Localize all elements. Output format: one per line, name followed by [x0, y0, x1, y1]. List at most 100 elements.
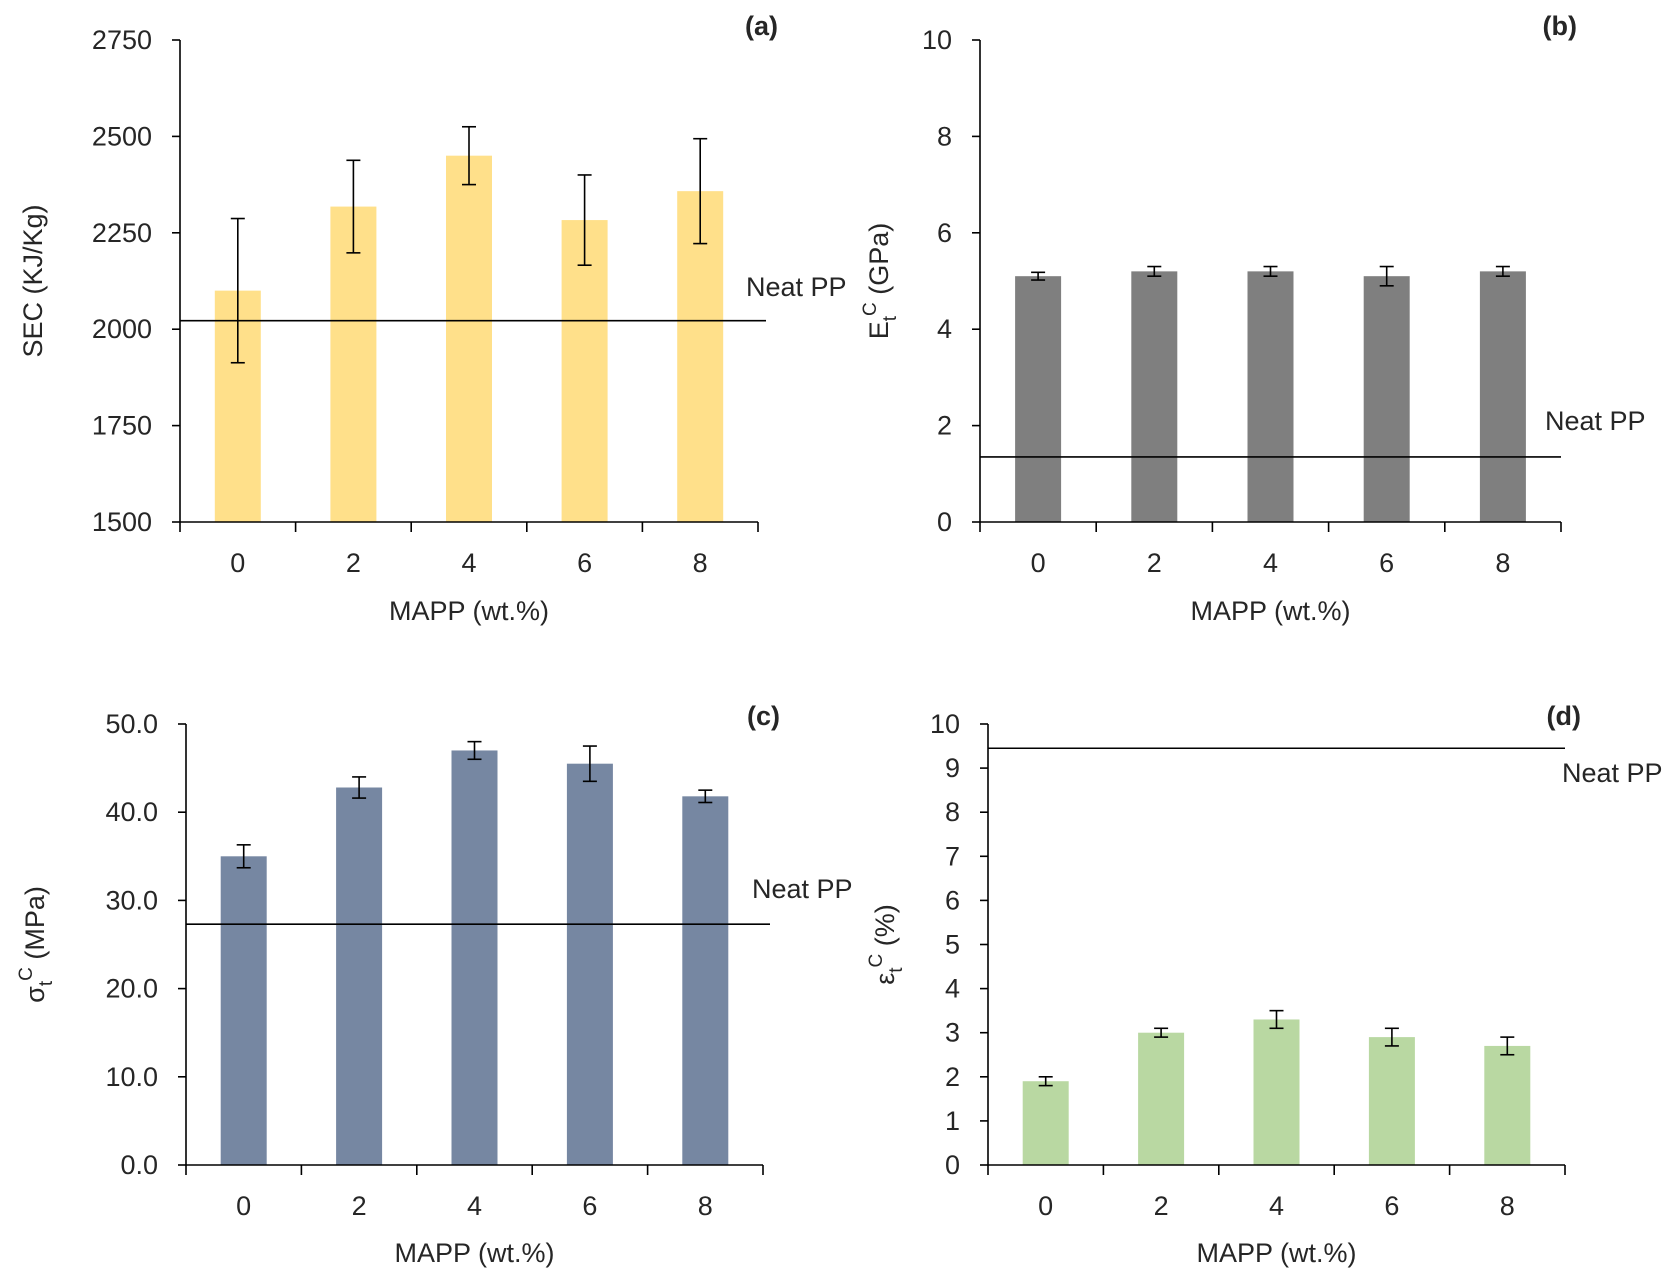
y-tick-label: 9 [945, 753, 960, 783]
y-tick-label: 1 [945, 1106, 960, 1136]
x-tick-label: 0 [1038, 1191, 1053, 1221]
x-axis-title: MAPP (wt.%) [1190, 596, 1350, 626]
x-axis-title: MAPP (wt.%) [1196, 1238, 1356, 1268]
y-tick-label: 10 [922, 25, 952, 55]
y-tick-label: 20.0 [105, 974, 158, 1004]
error-bar-0 [1031, 271, 1046, 281]
reference-label: Neat PP [1545, 406, 1646, 436]
bar-8 [682, 796, 729, 1165]
y-tick-label: 2000 [92, 314, 152, 344]
reference-label: Neat PP [752, 874, 853, 904]
panel-label: (a) [745, 11, 778, 41]
y-tick-label: 2 [937, 411, 952, 441]
x-tick-label: 6 [1379, 548, 1394, 578]
bar-6 [561, 220, 608, 522]
reference-label: Neat PP [746, 272, 847, 302]
y-tick-label: 6 [945, 885, 960, 915]
x-tick-label: 2 [346, 548, 361, 578]
error-bar-8 [693, 137, 708, 245]
bar-4 [1247, 271, 1294, 522]
y-axis-title: εtC (%) [866, 904, 907, 985]
panel-label: (b) [1543, 11, 1577, 41]
y-tick-label: 2750 [92, 25, 152, 55]
x-tick-label: 0 [1031, 548, 1046, 578]
x-tick-label: 4 [1263, 548, 1278, 578]
bar-8 [677, 191, 724, 522]
y-tick-label: 2250 [92, 218, 152, 248]
error-bar-4 [1269, 1009, 1284, 1030]
x-axis-title: MAPP (wt.%) [389, 596, 549, 626]
bar-6 [1363, 276, 1410, 522]
error-bar-2 [1154, 1027, 1169, 1038]
error-bar-4 [467, 740, 482, 761]
error-bar-6 [577, 174, 592, 266]
y-tick-label: 6 [937, 218, 952, 248]
y-tick-label: 5 [945, 930, 960, 960]
y-tick-label: 3 [945, 1018, 960, 1048]
bar-6 [566, 763, 613, 1165]
bar-4 [451, 750, 498, 1165]
y-tick-label: 0 [937, 507, 952, 537]
error-bar-2 [1147, 265, 1162, 277]
error-bar-0 [230, 217, 245, 364]
x-tick-label: 2 [1154, 1191, 1169, 1221]
x-tick-label: 8 [1500, 1191, 1515, 1221]
y-tick-label: 40.0 [105, 797, 158, 827]
chart-panel-a: Neat PP 1500 1750 2000 2250 2500 2750 0 2 4 6 8 MAPP… [18, 11, 847, 626]
error-bar-6 [1379, 265, 1394, 287]
x-axis-title: MAPP (wt.%) [394, 1238, 554, 1268]
y-tick-label: 8 [945, 797, 960, 827]
error-bar-2 [346, 159, 361, 254]
error-bar-8 [698, 789, 713, 804]
error-bar-0 [236, 844, 251, 869]
error-bar-8 [1500, 1036, 1515, 1056]
chart-panel-b: Neat PP 0 2 4 6 8 10 0 2 4 6 8 MAPP (wt.%) EtC (GPa) (… [860, 11, 1646, 626]
x-tick-label: 0 [236, 1191, 251, 1221]
bar-2 [1138, 1032, 1185, 1165]
x-tick-label: 8 [698, 1191, 713, 1221]
x-tick-label: 8 [693, 548, 708, 578]
y-tick-label: 30.0 [105, 885, 158, 915]
bar-4 [446, 155, 492, 522]
y-tick-label: 50.0 [105, 709, 158, 739]
error-bar-8 [1495, 265, 1510, 277]
y-tick-label: 4 [937, 314, 952, 344]
y-tick-label: 7 [945, 841, 960, 871]
y-tick-label: 2500 [92, 121, 152, 151]
x-tick-label: 2 [1147, 548, 1162, 578]
error-bar-6 [582, 745, 597, 783]
chart-panel-c: Neat PP 0.0 10.0 20.0 30.0 40.0 50.0 0 2 4 6 8 MAPP … [16, 701, 853, 1268]
x-tick-label: 4 [467, 1191, 482, 1221]
bar-2 [330, 206, 377, 522]
reference-label: Neat PP [1562, 758, 1663, 788]
x-tick-label: 4 [1269, 1191, 1284, 1221]
y-tick-label: 2 [945, 1062, 960, 1092]
x-tick-label: 8 [1495, 548, 1510, 578]
bar-8 [1484, 1045, 1531, 1165]
y-tick-label: 1750 [92, 411, 152, 441]
panel-label: (d) [1547, 701, 1581, 731]
x-tick-label: 6 [582, 1191, 597, 1221]
y-tick-label: 4 [945, 974, 960, 1004]
chart-panel-d: Neat PP 0 1 2 3 4 5 6 7 8 9 10 0 2 4 6 8 MAPP (wt.%) εtC (… [866, 701, 1663, 1268]
error-bar-0 [1038, 1076, 1053, 1087]
error-bar-4 [462, 125, 476, 186]
bar-6 [1368, 1037, 1415, 1165]
bar-0 [1022, 1081, 1069, 1165]
x-tick-label: 2 [352, 1191, 367, 1221]
y-axis-title: EtC (GPa) [860, 223, 901, 340]
y-axis-title: SEC (KJ/Kg) [18, 204, 48, 357]
error-bar-6 [1384, 1027, 1399, 1047]
panel-label: (c) [747, 701, 780, 731]
bar-0 [1015, 276, 1062, 522]
x-tick-label: 6 [1384, 1191, 1399, 1221]
bar-2 [336, 787, 383, 1165]
bar-8 [1479, 271, 1526, 522]
y-tick-label: 8 [937, 121, 952, 151]
y-tick-label: 1500 [92, 507, 152, 537]
y-tick-label: 10 [930, 709, 960, 739]
x-tick-label: 0 [230, 548, 245, 578]
y-tick-label: 0.0 [120, 1150, 158, 1180]
bar-4 [1253, 1019, 1300, 1165]
